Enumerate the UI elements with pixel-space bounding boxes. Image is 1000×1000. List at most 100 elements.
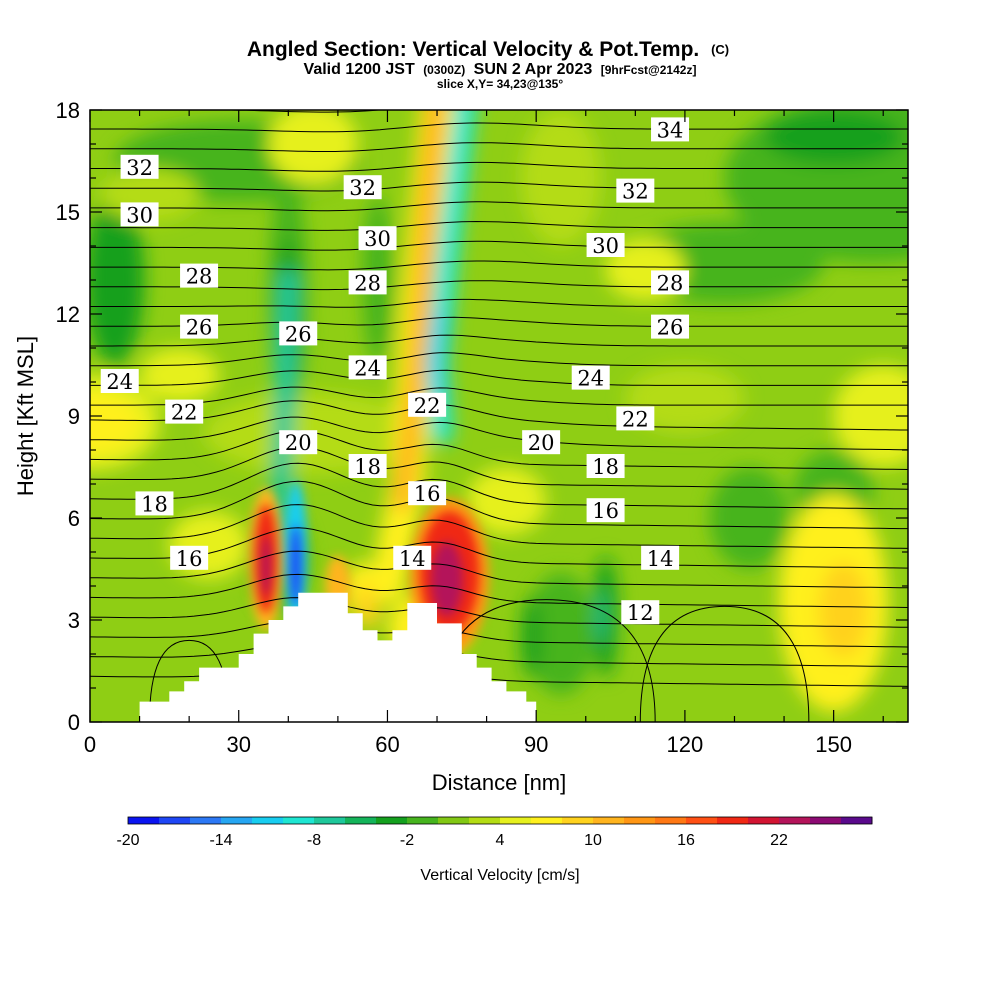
colorbar-swatch: [128, 817, 160, 824]
colorbar-tick-label: -20: [116, 832, 139, 849]
terrain: [139, 592, 537, 722]
colorbar-tick-label: 4: [496, 832, 505, 849]
theta-contour-line: [90, 220, 908, 231]
theta-label-text: 22: [622, 407, 649, 431]
colorbar-swatch: [345, 817, 377, 824]
theta-label-text: 26: [285, 322, 312, 346]
theta-label: 26: [180, 314, 219, 340]
theta-contour-line: [90, 240, 908, 251]
colorbar-swatch: [655, 817, 687, 824]
theta-label-text: 32: [126, 156, 153, 180]
theta-label: 30: [358, 226, 397, 251]
theta-label: 26: [279, 321, 318, 346]
subtitle-forecast: [9hrFcst@2142z]: [601, 63, 697, 77]
theta-label: 32: [616, 178, 655, 204]
colorbar-swatch: [314, 817, 346, 824]
theta-label: 26: [651, 314, 690, 340]
y-tick-label: 12: [56, 302, 80, 327]
theta-contour-line: [90, 527, 908, 569]
chart-title: Angled Section: Vertical Velocity & Pot.…: [247, 38, 729, 61]
y-tick-label: 0: [68, 710, 80, 735]
theta-contour-line: [90, 181, 908, 192]
theta-label-text: 30: [592, 234, 619, 258]
theta-label-text: 18: [592, 455, 619, 479]
y-tick-label: 3: [68, 608, 80, 633]
theta-label: 22: [165, 399, 204, 425]
theta-label-text: 26: [657, 316, 684, 340]
theta-label-text: 32: [349, 176, 376, 200]
colorbar-swatch: [469, 817, 501, 824]
colorbar-swatch: [283, 817, 315, 824]
theta-contour-line: [90, 597, 908, 628]
theta-label: 24: [100, 369, 139, 394]
theta-label-text: 16: [592, 499, 619, 523]
theta-label: 14: [393, 545, 432, 571]
y-axis: 0 3 6 9 12 15 18: [56, 98, 908, 735]
theta-label-text: 22: [414, 394, 441, 418]
theta-contour-line: [90, 260, 908, 271]
colorbar-tick-label: 10: [584, 832, 602, 849]
colorbar-swatch: [686, 817, 718, 824]
x-tick-label: 60: [375, 732, 399, 757]
theta-label: 16: [408, 481, 447, 506]
colorbar-swatch: [376, 817, 408, 824]
theta-label: 16: [170, 545, 209, 571]
theta-contour-line: [90, 446, 908, 490]
x-axis: 0 30 60 90 120 150: [84, 110, 884, 757]
subtitle-valid: Valid 1200 JST: [304, 61, 415, 78]
theta-contour-line: [90, 386, 908, 406]
theta-contour-line: [90, 298, 908, 308]
theta-contour-line: [90, 161, 908, 172]
theta-label: 22: [408, 392, 447, 418]
theta-label-text: 28: [354, 271, 381, 295]
theta-label-text: 30: [364, 227, 391, 251]
colorbar-swatch: [841, 817, 873, 824]
theta-contour-line: [90, 369, 908, 386]
colorbar-swatch: [593, 817, 625, 824]
theta-contour-line: [90, 550, 908, 589]
theta-label-text: 22: [171, 401, 198, 425]
colorbar-tick-label: -14: [209, 832, 232, 849]
colorbar-tick-label: 22: [770, 832, 788, 849]
colorbar-swatch: [779, 817, 811, 824]
y-tick-label: 15: [56, 200, 80, 225]
theta-label: 28: [180, 263, 219, 289]
y-tick-label: 18: [56, 98, 80, 123]
plot-area: 34 32 32 32 30 30 30 28 28 28 26 26 26 24 24 24 22 22 22 20…: [90, 110, 908, 722]
theta-contour-line: [90, 201, 908, 212]
chart-subtitle-slice: slice X,Y= 34,23@135°: [437, 77, 563, 91]
theta-contour-line: [90, 480, 908, 530]
colorbar-swatch: [159, 817, 191, 824]
theta-label-text: 12: [627, 601, 654, 625]
theta-label-text: 24: [106, 370, 133, 394]
theta-contour-line: [90, 352, 908, 367]
x-tick-label: 90: [524, 732, 548, 757]
theta-label: 24: [571, 365, 610, 391]
theta-label-text: 20: [528, 431, 555, 455]
theta-contour-line: [90, 122, 908, 133]
theta-label: 30: [120, 202, 159, 227]
theta-label-text: 18: [354, 455, 381, 479]
theta-label-text: 30: [126, 203, 153, 227]
y-tick-label: 9: [68, 404, 80, 429]
subtitle-date: SUN 2 Apr 2023: [474, 61, 593, 78]
colorbar-swatch: [252, 817, 284, 824]
colorbar-tick-label: -2: [400, 832, 414, 849]
theta-label-text: 32: [622, 180, 649, 204]
theta-label-text: 14: [399, 547, 426, 571]
colorbar-label: Vertical Velocity [cm/s]: [420, 867, 579, 884]
theta-label: 20: [279, 430, 318, 455]
colorbar-swatch: [810, 817, 842, 824]
x-tick-label: 30: [226, 732, 250, 757]
theta-contour-line: [90, 430, 908, 470]
theta-label: 32: [120, 154, 159, 180]
theta-label-text: 34: [657, 118, 684, 142]
theta-label: 24: [348, 355, 387, 380]
theta-contour-labels: 34 32 32 32 30 30 30 28 28 28 26 26 26 24 24 24 22 22 22 20…: [100, 117, 690, 625]
colorbar-swatch: [407, 817, 439, 824]
y-axis-label: Height [Kft MSL]: [13, 336, 38, 496]
colorbar-swatch: [562, 817, 594, 824]
theta-contour-line: [90, 316, 908, 327]
theta-label-text: 28: [186, 265, 213, 289]
colorbar-tick-label: 16: [677, 832, 695, 849]
